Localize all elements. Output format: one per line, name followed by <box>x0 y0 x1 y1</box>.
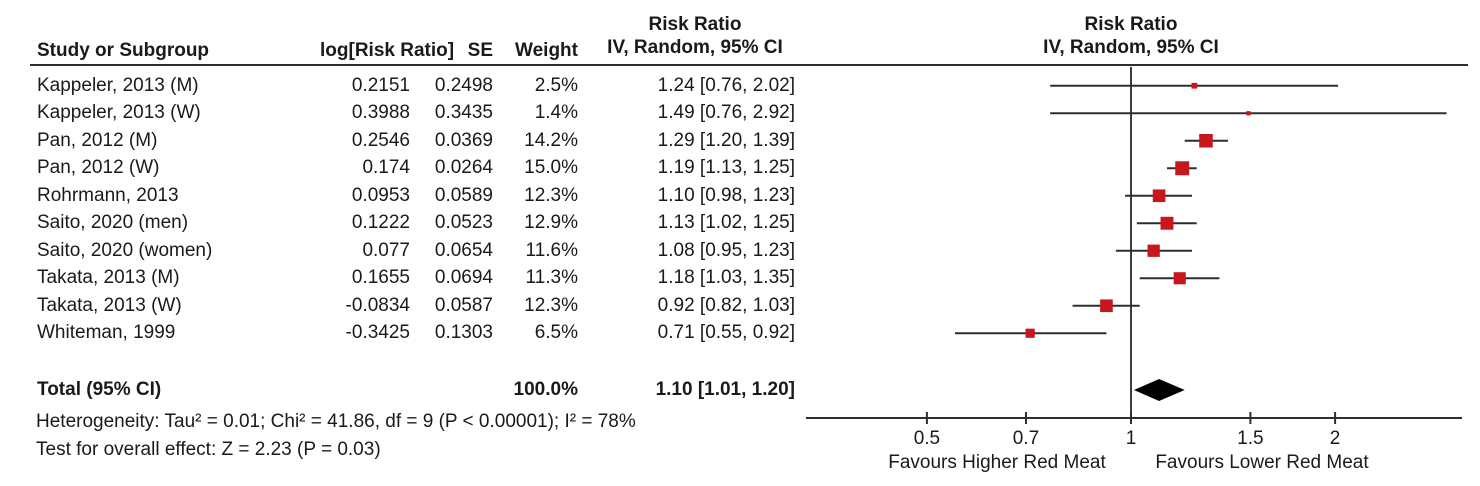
study-row: Saito, 2020 (men) 0.1222 0.0523 12.9% 1.… <box>30 210 795 238</box>
se-value: 0.0694 <box>434 267 493 289</box>
effect-square <box>1199 133 1213 148</box>
ci-text-value: 1.24 [0.76, 2.02] <box>657 74 795 96</box>
axis-tick-label: 2 <box>1330 428 1341 449</box>
study-label: Takata, 2013 (W) <box>37 294 182 316</box>
total-row: Total (95% CI) 100.0% 1.10 [1.01, 1.20] <box>30 376 795 404</box>
weight-value: 14.2% <box>524 129 578 151</box>
total-ci-text: 1.10 [1.01, 1.20] <box>655 379 795 400</box>
study-row: Pan, 2012 (M) 0.2546 0.0369 14.2% 1.29 [… <box>30 127 795 155</box>
study-label: Pan, 2012 (W) <box>37 157 160 179</box>
ci-column-header: Risk Ratio IV, Random, 95% CI <box>588 13 802 59</box>
table-header-row: Study or Subgroup log[Risk Ratio] SE Wei… <box>30 40 795 62</box>
weight-value: 15.0% <box>524 157 578 179</box>
total-weight: 100.0% <box>513 379 578 400</box>
study-label: Saito, 2020 (women) <box>37 239 213 261</box>
header-se: SE <box>467 40 493 61</box>
effect-square <box>1246 111 1251 116</box>
study-label: Pan, 2012 (M) <box>37 129 158 151</box>
axis-tick-label: 0.7 <box>1013 428 1039 449</box>
ci-text-value: 0.92 [0.82, 1.03] <box>657 294 795 316</box>
axis-tick-label: 1.5 <box>1237 428 1263 449</box>
log-risk-ratio-value: 0.2151 <box>351 74 410 96</box>
se-value: 0.0264 <box>434 157 493 179</box>
plot-column-header-line2: IV, Random, 95% CI <box>1043 37 1219 58</box>
se-value: 0.2498 <box>434 74 493 96</box>
effect-square <box>1173 272 1186 285</box>
log-risk-ratio-value: 0.077 <box>362 239 410 261</box>
total-diamond <box>1133 379 1185 401</box>
log-risk-ratio-value: 0.1655 <box>351 267 410 289</box>
se-value: 0.0369 <box>434 129 493 151</box>
log-risk-ratio-value: 0.174 <box>362 157 410 179</box>
weight-value: 12.3% <box>524 294 578 316</box>
effect-square <box>1191 82 1198 89</box>
log-risk-ratio-value: 0.3988 <box>351 102 410 124</box>
study-row: Rohrmann, 2013 0.0953 0.0589 12.3% 1.10 … <box>30 182 795 210</box>
study-label: Whiteman, 1999 <box>37 322 176 344</box>
header-weight: Weight <box>515 40 578 61</box>
ci-text-value: 1.19 [1.13, 1.25] <box>657 157 795 179</box>
study-label: Saito, 2020 (men) <box>37 212 189 234</box>
ci-column-header-line2: IV, Random, 95% CI <box>607 37 783 58</box>
x-axis-ticks: 0.5 0.7 1 1.5 2 <box>914 412 1341 449</box>
favours-right-label: Favours Lower Red Meat <box>1155 452 1369 473</box>
se-value: 0.0654 <box>434 239 493 261</box>
weight-value: 6.5% <box>534 322 578 344</box>
se-value: 0.0523 <box>434 212 493 234</box>
log-risk-ratio-value: 0.1222 <box>351 212 410 234</box>
se-value: 0.1303 <box>434 322 493 344</box>
study-label: Takata, 2013 (M) <box>37 267 180 289</box>
axis-tick-label: 1 <box>1126 428 1137 449</box>
study-label: Kappeler, 2013 (W) <box>37 102 201 124</box>
weight-value: 12.3% <box>524 184 578 206</box>
effect-square <box>1175 161 1190 176</box>
ci-text-value: 0.71 [0.55, 0.92] <box>657 322 795 344</box>
overall-effect-text: Test for overall effect: Z = 2.23 (P = 0… <box>36 439 381 460</box>
ci-text-value: 1.18 [1.03, 1.35] <box>657 267 795 289</box>
study-row: Saito, 2020 (women) 0.077 0.0654 11.6% 1… <box>30 237 795 265</box>
effect-square <box>1160 216 1174 230</box>
weight-value: 2.5% <box>534 74 578 96</box>
study-row: Takata, 2013 (W) -0.0834 0.0587 12.3% 0.… <box>30 292 795 320</box>
total-label: Total (95% CI) <box>37 379 162 400</box>
confidence-interval-marks <box>954 82 1447 338</box>
study-label: Rohrmann, 2013 <box>37 184 179 206</box>
study-row: Kappeler, 2013 (M) 0.2151 0.2498 2.5% 1.… <box>30 72 795 100</box>
effect-square <box>1152 189 1166 203</box>
header-study: Study or Subgroup <box>37 40 210 61</box>
ci-text-value: 1.13 [1.02, 1.25] <box>657 212 795 234</box>
ci-text-value: 1.08 [0.95, 1.23] <box>657 239 795 261</box>
ci-text-value: 1.29 [1.20, 1.39] <box>657 129 795 151</box>
log-risk-ratio-value: -0.0834 <box>345 294 410 316</box>
study-row: Takata, 2013 (M) 0.1655 0.0694 11.3% 1.1… <box>30 265 795 293</box>
plot-column-header: Risk Ratio IV, Random, 95% CI <box>1024 13 1238 59</box>
ci-text-value: 1.10 [0.98, 1.23] <box>657 184 795 206</box>
heterogeneity-text: Heterogeneity: Tau² = 0.01; Chi² = 41.86… <box>36 411 636 432</box>
weight-value: 12.9% <box>524 212 578 234</box>
weight-value: 11.6% <box>525 239 578 261</box>
weight-value: 1.4% <box>534 102 578 124</box>
log-risk-ratio-value: -0.3425 <box>345 322 410 344</box>
axis-tick-label: 0.5 <box>914 428 940 449</box>
log-risk-ratio-value: 0.0953 <box>351 184 410 206</box>
study-row: Pan, 2012 (W) 0.174 0.0264 15.0% 1.19 [1… <box>30 155 795 183</box>
weight-value: 11.3% <box>525 267 578 289</box>
effect-square <box>1025 328 1035 338</box>
se-value: 0.0587 <box>434 294 493 316</box>
se-value: 0.3435 <box>434 102 493 124</box>
study-row: Whiteman, 1999 -0.3425 0.1303 6.5% 0.71 … <box>30 320 795 348</box>
effect-square <box>1147 244 1160 257</box>
study-label: Kappeler, 2013 (M) <box>37 74 199 96</box>
header-log-rr: log[Risk Ratio] <box>320 40 455 61</box>
effect-square <box>1100 299 1113 313</box>
ci-column-header-line1: Risk Ratio <box>648 14 742 35</box>
ci-text-value: 1.49 [0.76, 2.92] <box>657 102 795 124</box>
study-row: Kappeler, 2013 (W) 0.3988 0.3435 1.4% 1.… <box>30 100 795 128</box>
favours-left-label: Favours Higher Red Meat <box>888 452 1106 473</box>
se-value: 0.0589 <box>434 184 493 206</box>
log-risk-ratio-value: 0.2546 <box>351 129 410 151</box>
plot-column-header-line1: Risk Ratio <box>1084 14 1178 35</box>
